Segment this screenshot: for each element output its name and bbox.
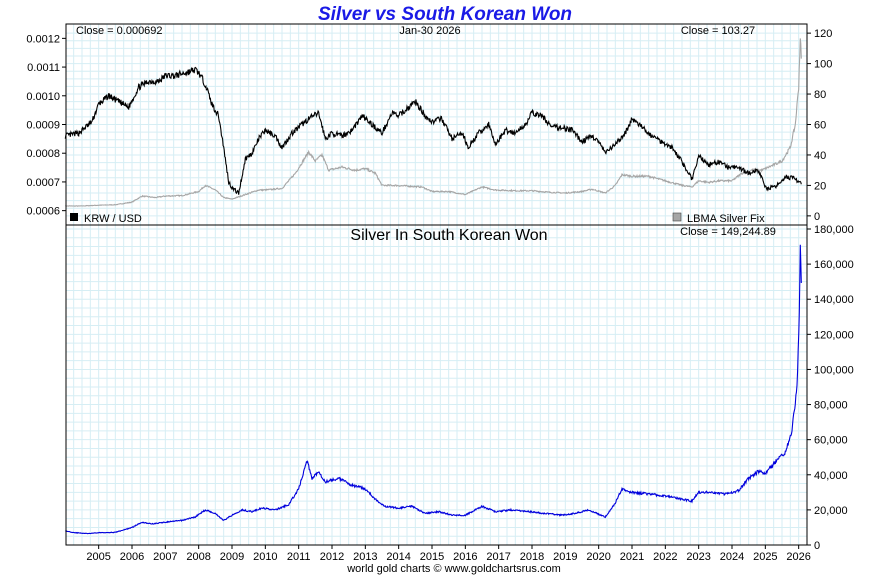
bottom-right-axis-tick-label: 100,000 [814,364,854,376]
x-axis-tick-label: 2020 [586,551,610,563]
x-axis-tick-label: 2009 [220,551,244,563]
left-axis-tick-label: 0.0012 [26,33,60,45]
x-axis-tick-label: 2021 [620,551,644,563]
x-axis-tick-label: 2005 [86,551,110,563]
right-axis-tick-label: 20 [814,180,826,192]
x-axis-tick-label: 2023 [686,551,710,563]
axis-ticks: 0.0006 0.0007 0.0008 0.0009 0.0010 0.0011 0.00… [26,28,853,563]
x-axis-tick-label: 2015 [420,551,444,563]
x-axis-tick-label: 2022 [653,551,677,563]
top-close-left: Close = 0.000692 [76,25,163,37]
left-axis-tick-label: 0.0009 [26,120,60,132]
bottom-right-axis-tick-label: 60,000 [814,435,848,447]
right-axis-tick-label: 40 [814,150,826,162]
bottom-right-axis-tick-label: 180,000 [814,224,854,236]
top-panel-grid [66,24,808,225]
chart-title: Silver vs South Korean Won [318,4,572,25]
left-axis-tick-label: 0.0011 [27,62,60,74]
top-date-label: Jan-30 2026 [399,25,460,37]
right-axis-tick-label: 100 [814,59,832,71]
bottom-panel-title: Silver In South Korean Won [350,227,547,244]
x-axis-tick-label: 2013 [353,551,377,563]
legend-swatch-krw [70,213,78,221]
left-axis-tick-label: 0.0007 [26,177,60,189]
x-axis-tick-label: 2024 [720,551,744,563]
bottom-right-axis-tick-label: 160,000 [814,259,854,271]
top-panel-series [64,38,802,207]
right-axis-tick-label: 0 [814,211,820,223]
x-axis-tick-label: 2012 [320,551,344,563]
top-close-right: Close = 103.27 [681,25,755,37]
legend-label-krw: KRW / USD [84,213,142,225]
left-axis-tick-label: 0.0008 [26,148,60,160]
x-axis-tick-label: 2025 [753,551,777,563]
bottom-panel-frame [65,224,808,546]
x-axis-tick-label: 2006 [120,551,144,563]
x-axis-tick-label: 2008 [186,551,210,563]
footer-credit: world gold charts © www.goldchartsrus.co… [346,563,561,575]
bottom-right-axis-tick-label: 80,000 [814,400,848,412]
bottom-right-axis-tick-label: 40,000 [814,470,848,482]
x-axis-tick-label: 2007 [153,551,177,563]
x-axis-tick-label: 2026 [786,551,810,563]
bottom-right-axis-tick-label: 0 [814,540,820,552]
series-silver-in-krw [64,244,802,535]
x-axis-tick-label: 2016 [453,551,477,563]
bottom-right-axis-tick-label: 120,000 [814,329,854,341]
series-lbma-silver-fix [64,38,802,207]
bottom-right-axis-tick-label: 20,000 [814,505,848,517]
x-axis-tick-label: 2010 [253,551,277,563]
x-axis-tick-label: 2017 [486,551,510,563]
right-axis-tick-label: 120 [814,28,832,40]
series-krw-usd [64,66,802,195]
x-axis-tick-label: 2018 [520,551,544,563]
x-axis-tick-label: 2014 [386,551,410,563]
bottom-right-axis-tick-label: 140,000 [814,294,854,306]
legend-label-silver: LBMA Silver Fix [687,213,765,225]
bottom-panel-series [64,244,802,535]
x-axis-tick-label: 2019 [553,551,577,563]
x-axis-tick-label: 2011 [287,551,311,563]
right-axis-tick-label: 80 [814,89,826,101]
left-axis-tick-label: 0.0010 [26,91,60,103]
left-axis-tick-label: 0.0006 [26,206,60,218]
legend-swatch-silver [672,212,682,222]
right-axis-tick-label: 60 [814,120,826,132]
bottom-close-label: Close = 149,244.89 [680,226,776,238]
bottom-panel-grid [66,225,808,546]
